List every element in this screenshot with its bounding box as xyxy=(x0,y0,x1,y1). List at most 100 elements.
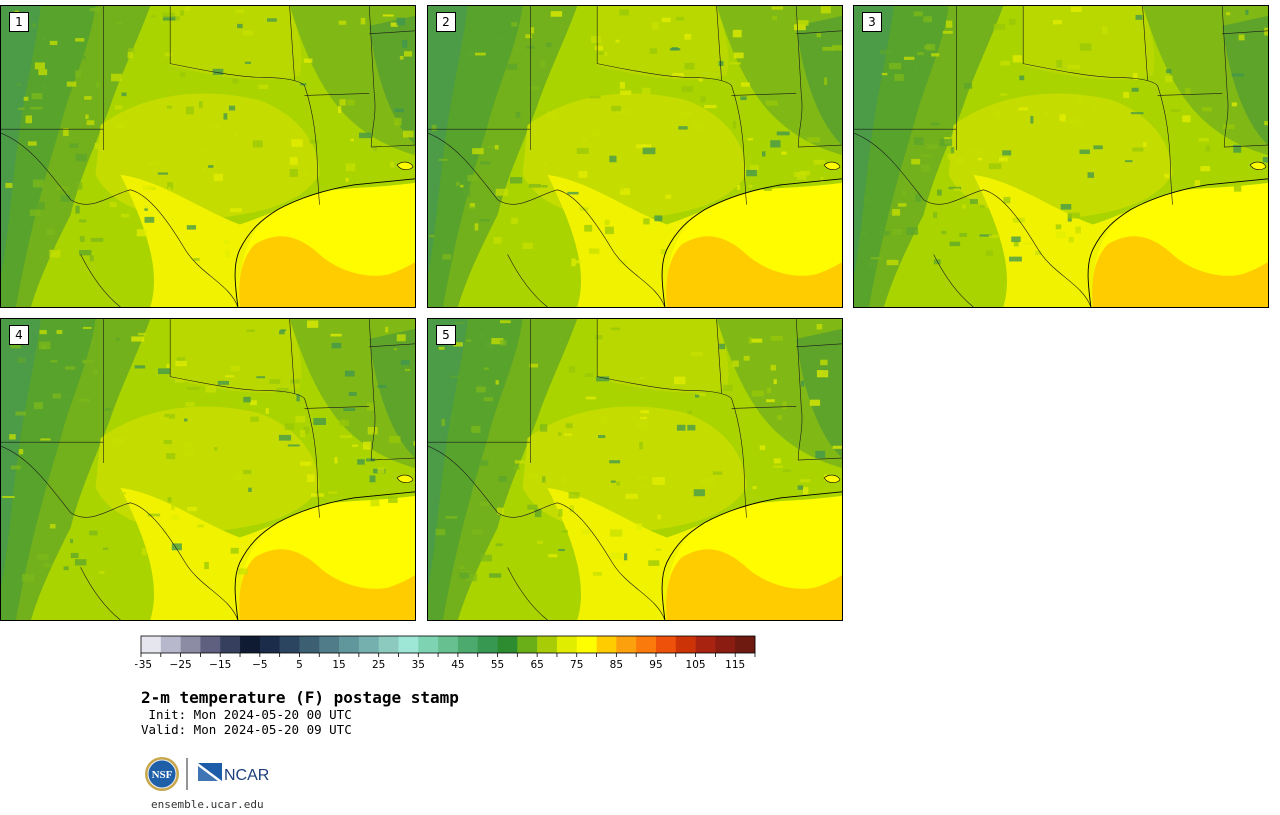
texture-patch xyxy=(1055,224,1062,230)
texture-patch xyxy=(539,424,548,432)
texture-patch xyxy=(162,12,175,18)
texture-patch xyxy=(144,205,149,210)
texture-patch xyxy=(1130,112,1144,115)
texture-patch xyxy=(610,480,616,483)
texture-patch xyxy=(773,379,777,385)
colorbar-segment xyxy=(319,636,340,653)
texture-patch xyxy=(604,219,610,226)
texture-patch xyxy=(479,219,491,222)
texture-patch xyxy=(69,538,74,544)
texture-patch xyxy=(936,189,942,196)
texture-patch xyxy=(1166,69,1172,74)
texture-patch xyxy=(116,21,123,25)
texture-patch xyxy=(793,172,799,177)
texture-patch xyxy=(947,154,951,160)
ncar-logo-icon: NCAR xyxy=(198,763,269,784)
plains-zone xyxy=(170,6,302,80)
temperature-map xyxy=(428,6,842,307)
texture-patch xyxy=(1000,93,1008,96)
texture-patch xyxy=(166,453,176,460)
texture-patch xyxy=(175,378,184,383)
colorbar-segment xyxy=(556,636,578,653)
state-boundary xyxy=(731,406,797,409)
nsf-logo-icon: NSF xyxy=(145,757,179,791)
texture-patch xyxy=(157,172,168,175)
texture-patch xyxy=(64,366,76,370)
texture-patch xyxy=(296,394,300,402)
texture-patch xyxy=(115,491,126,495)
texture-patch xyxy=(562,477,567,484)
texture-patch xyxy=(558,432,562,436)
texture-patch xyxy=(171,543,182,551)
colorbar-tick-label: 95 xyxy=(649,659,662,671)
texture-patch xyxy=(931,53,940,57)
texture-patch xyxy=(642,485,649,489)
texture-patch xyxy=(620,188,631,195)
texture-patch xyxy=(150,15,156,18)
texture-patch xyxy=(1003,196,1011,204)
texture-patch xyxy=(782,469,792,473)
texture-patch xyxy=(1055,231,1066,239)
colorbar-segment xyxy=(279,636,300,653)
texture-patch xyxy=(732,29,742,38)
texture-patch xyxy=(289,168,298,177)
colorbar-tick-label: 115 xyxy=(725,659,745,671)
colorbar-tick-label: 25 xyxy=(372,659,385,671)
texture-patch xyxy=(345,163,356,172)
texture-patch xyxy=(816,323,823,330)
texture-patch xyxy=(453,342,463,347)
texture-patch xyxy=(111,73,122,82)
texture-patch xyxy=(1171,109,1181,112)
texture-patch xyxy=(60,194,71,202)
texture-patch xyxy=(568,491,580,499)
texture-patch xyxy=(147,513,161,517)
texture-patch xyxy=(914,137,924,145)
texture-patch xyxy=(534,509,542,518)
colorbar-tick-label: 15 xyxy=(332,659,345,671)
texture-patch xyxy=(213,173,224,182)
texture-patch xyxy=(351,444,359,447)
plains-zone xyxy=(597,319,729,393)
texture-patch xyxy=(158,368,171,375)
colorbar-tick-label: 35 xyxy=(412,659,425,671)
texture-patch xyxy=(676,17,685,21)
texture-patch xyxy=(30,106,43,110)
texture-patch xyxy=(109,202,117,207)
texture-patch xyxy=(1013,241,1019,247)
texture-patch xyxy=(115,122,126,128)
texture-patch xyxy=(70,552,79,559)
texture-patch xyxy=(184,6,191,12)
texture-patch xyxy=(52,402,58,405)
texture-patch xyxy=(394,108,404,113)
texture-patch xyxy=(367,426,378,435)
texture-patch xyxy=(337,106,342,114)
texture-patch xyxy=(389,435,401,444)
texture-patch xyxy=(479,502,490,507)
texture-patch xyxy=(17,83,21,86)
colorbar-tick-label: −5 xyxy=(252,659,267,671)
texture-patch xyxy=(1165,75,1173,83)
texture-patch xyxy=(892,228,903,236)
texture-patch xyxy=(1164,173,1170,178)
colorbar-tick-label: 55 xyxy=(491,659,504,671)
texture-patch xyxy=(114,105,123,110)
texture-patch xyxy=(722,384,733,391)
member-number-label: 1 xyxy=(9,12,29,32)
lake-feature xyxy=(1249,161,1267,170)
state-boundary xyxy=(371,457,415,461)
texture-patch xyxy=(46,228,55,235)
texture-patch xyxy=(595,334,603,340)
texture-patch xyxy=(75,205,80,214)
texture-patch xyxy=(1124,160,1133,163)
texture-patch xyxy=(619,185,624,191)
texture-patch xyxy=(748,336,752,345)
state-boundary xyxy=(368,319,375,407)
state-boundary xyxy=(170,376,305,399)
warm-gulf-zone xyxy=(1092,236,1268,307)
texture-patch xyxy=(770,335,783,341)
texture-patch xyxy=(243,396,251,403)
texture-patch xyxy=(684,62,695,70)
texture-patch xyxy=(438,158,448,161)
colorbar-segment xyxy=(655,636,677,653)
texture-patch xyxy=(78,398,90,403)
